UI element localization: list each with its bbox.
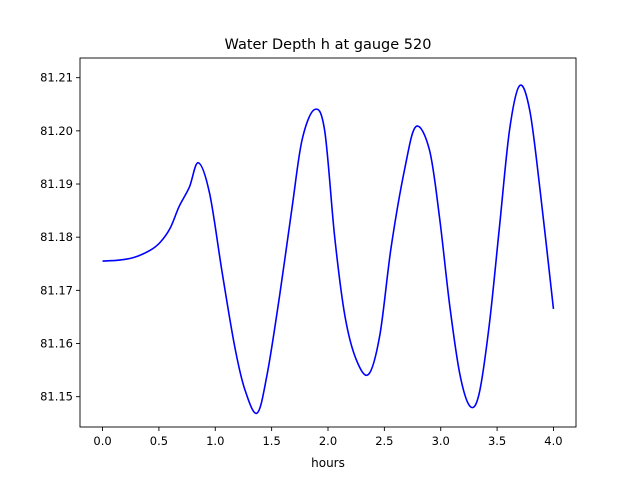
y-tick-label: 81.20 (40, 124, 73, 138)
y-tick-label: 81.21 (40, 71, 73, 85)
x-tick-label: 1.5 (262, 434, 280, 448)
x-tick-label: 0.5 (150, 434, 168, 448)
x-tick-label: 2.5 (375, 434, 393, 448)
chart-title: Water Depth h at gauge 520 (225, 37, 432, 53)
x-tick-label: 1.0 (206, 434, 224, 448)
series-line-h (102, 84, 555, 415)
x-ticks: 0.0 0.5 1.0 1.5 2.0 2.5 3.0 3.5 4.0 (93, 427, 563, 448)
plot-frame (79, 57, 577, 428)
y-ticks: 81.15 81.16 81.17 81.18 81.19 81.20 81.21 (40, 71, 80, 404)
y-tick-label: 81.19 (40, 177, 73, 191)
x-axis-label: hours (311, 456, 345, 470)
x-tick-label: 0.0 (93, 434, 111, 448)
y-tick-label: 81.18 (40, 230, 73, 244)
y-tick-label: 81.17 (40, 283, 73, 297)
x-tick-label: 4.0 (544, 434, 562, 448)
x-tick-label: 3.5 (488, 434, 506, 448)
y-tick-label: 81.15 (40, 390, 73, 404)
y-tick-label: 81.16 (40, 337, 73, 351)
x-tick-label: 2.0 (319, 434, 337, 448)
x-tick-label: 3.0 (432, 434, 450, 448)
